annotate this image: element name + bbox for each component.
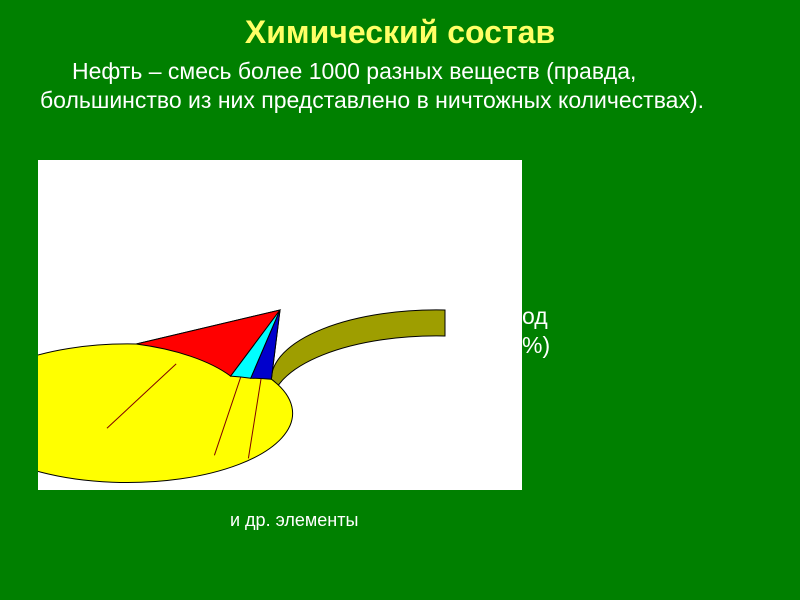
slide: Химический состав Нефть – смесь более 10…: [0, 0, 800, 600]
legend-line-1: од: [522, 303, 548, 329]
bottom-caption: и др. элементы: [230, 510, 358, 531]
pie-chart-container: [38, 160, 522, 490]
page-title: Химический состав: [0, 0, 800, 51]
cropped-legend-text: од %): [522, 302, 550, 361]
body-paragraph: Нефть – смесь более 1000 разных веществ …: [0, 51, 800, 116]
pie-chart: [38, 160, 522, 490]
legend-line-2: %): [522, 332, 550, 358]
